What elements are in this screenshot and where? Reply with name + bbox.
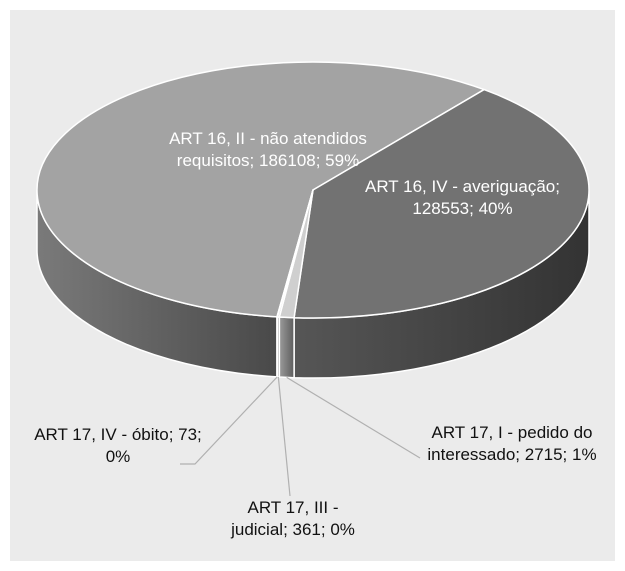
data-label: ART 17, I - pedido do interessado; 2715;…	[427, 423, 597, 464]
data-label: ART 17, III - judicial; 361; 0%	[231, 498, 355, 539]
slice	[36, 61, 486, 318]
leader-line	[277, 376, 291, 497]
slice-side	[278, 316, 295, 379]
leader-line	[286, 376, 421, 459]
leader-line	[180, 376, 278, 465]
slice	[275, 189, 314, 318]
data-label: ART 17, IV - óbito; 73; 0%	[34, 425, 202, 466]
slice	[293, 88, 590, 319]
data-label: ART 16, II - não atendidos requisitos; 1…	[169, 129, 367, 170]
data-label: ART 16, IV - averiguação; 128553; 40%	[365, 177, 560, 218]
